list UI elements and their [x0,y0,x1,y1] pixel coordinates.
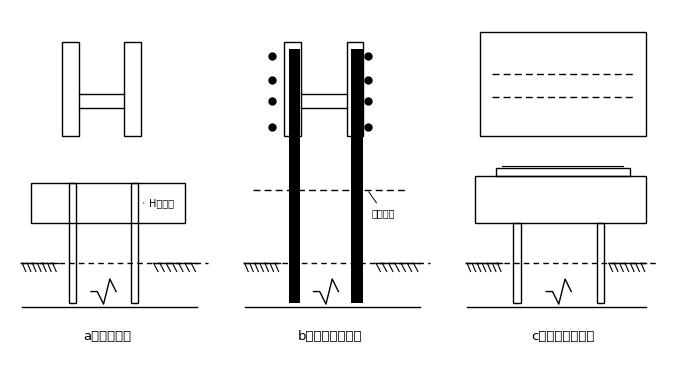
Bar [597,223,604,303]
Text: 承台底面: 承台底面 [369,192,395,218]
Bar [284,42,301,136]
Text: b）加焊锚固钢筋: b）加焊锚固钢筋 [298,330,362,343]
Bar [352,49,363,303]
Bar [289,49,300,303]
Bar [131,183,138,303]
Text: c）桩顶平板加强: c）桩顶平板加强 [531,330,595,343]
Text: H型钢桩: H型钢桩 [143,198,174,208]
Bar [31,183,185,223]
Bar [496,168,630,176]
Bar [514,223,521,303]
Bar [475,176,646,223]
Bar [124,42,141,136]
Text: a）直接伸入: a）直接伸入 [83,330,132,343]
Bar [347,42,363,136]
Bar [480,32,646,136]
Bar [62,42,79,136]
Bar [69,183,76,303]
